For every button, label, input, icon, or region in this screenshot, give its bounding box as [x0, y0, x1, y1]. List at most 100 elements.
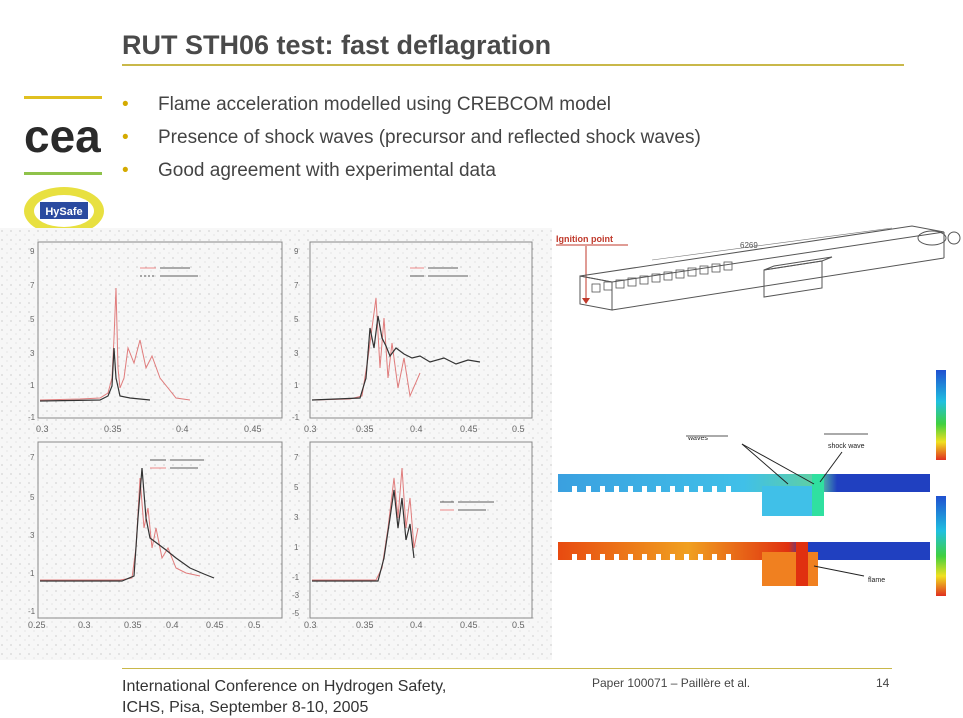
flame-front	[796, 542, 808, 586]
plot-frame	[309, 241, 533, 419]
footer-paper-ref: Paper 100071 – Paillère et al.	[592, 676, 751, 690]
plot-frame	[37, 441, 283, 619]
y-tick: -3	[292, 591, 300, 600]
hysafe-logo-text: HySafe	[45, 206, 82, 218]
series-experiment	[312, 489, 415, 582]
y-tick: 9	[30, 247, 35, 256]
y-tick: 9	[294, 247, 299, 256]
bullet-text: Flame acceleration modelled using CREBCO…	[158, 94, 612, 115]
x-tick: 0.4	[410, 424, 423, 434]
slide-title: RUT STH06 test: fast deflagration	[122, 30, 552, 60]
bullet-dot: •	[122, 127, 129, 148]
colorbar-top	[936, 370, 946, 460]
footer-conference-line1: International Conference on Hydrogen Saf…	[122, 678, 447, 695]
y-tick: 3	[294, 349, 299, 358]
y-tick: 5	[294, 315, 299, 324]
figure-texture	[0, 228, 552, 660]
x-tick: 0.3	[78, 620, 91, 630]
y-tick: -5	[292, 609, 300, 618]
hysafe-logo: HySafe	[24, 187, 104, 235]
pressure-plots-figure: 9 7 5 3 1 -1 0.3 0.35 0.4 0.45 9 7 5 3 1…	[0, 228, 552, 660]
bullet-list: • Flame acceleration modelled using CREBC…	[122, 88, 701, 187]
x-tick: 0.45	[460, 620, 478, 630]
tube-geometry-drawing: Ignition point 6269	[552, 218, 962, 338]
y-tick: 5	[30, 493, 35, 502]
footer-conference: International Conference on Hydrogen Saf…	[122, 676, 446, 718]
y-tick: 7	[294, 453, 299, 462]
y-tick: 7	[30, 453, 35, 462]
footer-conference-line2: ICHS, Pisa, September 8-10, 2005	[122, 699, 369, 716]
field-flame: flame	[558, 542, 930, 586]
x-tick: 0.3	[36, 424, 49, 434]
plot-bottom-right: 7 5 3 1 -1 -3 -5 0.3 0.35 0.4 0.45 0.5	[292, 441, 533, 630]
title-divider	[122, 64, 904, 66]
footer-divider	[122, 668, 892, 669]
series-experiment	[39, 347, 151, 402]
x-tick: 0.5	[248, 620, 261, 630]
y-tick: 5	[30, 315, 35, 324]
precursor-arrow-2	[741, 443, 815, 485]
x-tick: 0.4	[410, 620, 423, 630]
field-channel	[558, 542, 930, 560]
flame-arrow	[813, 565, 865, 577]
field-precursor: waves shock wave	[558, 433, 930, 516]
tube-end-cap	[947, 231, 961, 245]
y-tick: 7	[294, 281, 299, 290]
x-tick: 0.45	[206, 620, 224, 630]
y-tick: 3	[294, 513, 299, 522]
y-tick: 1	[30, 569, 35, 578]
ignition-label: Ignition point	[556, 234, 613, 244]
plot-bottom-left: 7 5 3 1 -1 0.25 0.3 0.35 0.4 0.45 0.5	[28, 441, 283, 630]
series-experiment	[311, 315, 481, 401]
box-chamber-top	[763, 256, 833, 271]
x-tick: 0.3	[304, 620, 317, 630]
cfd-field-snapshots: waves shock wave flame	[552, 366, 960, 600]
x-tick: 0.35	[356, 620, 374, 630]
obstacle-cells	[591, 261, 733, 293]
x-tick: 0.45	[244, 424, 262, 434]
precursor-label: waves	[687, 435, 708, 442]
y-tick: 1	[30, 381, 35, 390]
field-obstacles	[572, 554, 731, 560]
reflected-label: shock wave	[828, 443, 865, 450]
cea-logo: cea	[24, 110, 101, 162]
x-tick: 0.25	[28, 620, 46, 630]
plot-top-left: 9 7 5 3 1 -1 0.3 0.35 0.4 0.45	[28, 241, 283, 434]
hysafe-badge	[40, 202, 88, 219]
bullet-item: • Presence of shock waves (precursor and …	[122, 121, 701, 154]
x-tick: 0.45	[460, 424, 478, 434]
field-obstacles	[572, 486, 731, 492]
y-tick: 1	[294, 381, 299, 390]
cea-logo-text: cea	[24, 110, 101, 162]
series-calculation	[40, 477, 201, 581]
plot-frame	[37, 241, 283, 419]
x-tick: 0.3	[304, 424, 317, 434]
tube-end-circle	[917, 230, 947, 246]
x-tick: 0.35	[356, 424, 374, 434]
logo-top-rule	[24, 96, 102, 99]
series-calculation	[39, 287, 191, 401]
reflected-arrow	[819, 451, 843, 483]
logo-bottom-rule	[24, 172, 102, 175]
colorbar-bottom	[936, 496, 946, 596]
y-tick: -1	[292, 573, 300, 582]
page-number: 14	[876, 676, 890, 690]
y-tick: 5	[294, 483, 299, 492]
plot-top-right: 9 7 5 3 1 -1 0.3 0.35 0.4 0.45 0.5	[292, 241, 533, 434]
bullet-dot: •	[122, 160, 129, 181]
bullet-dot: •	[122, 94, 129, 115]
tube-bottom-edge	[611, 257, 945, 311]
x-tick: 0.35	[124, 620, 142, 630]
plot-frame	[309, 441, 533, 619]
x-tick: 0.35	[104, 424, 122, 434]
bullet-item: • Flame acceleration modelled using CREBC…	[122, 88, 701, 121]
y-tick: 1	[294, 543, 299, 552]
shock-front	[812, 474, 824, 516]
dimension-line	[651, 227, 893, 261]
x-tick: 0.5	[512, 424, 525, 434]
length-label: 6269	[740, 241, 758, 250]
x-tick: 0.4	[166, 620, 179, 630]
field-box	[762, 552, 818, 586]
bullet-text: Good agreement with experimental data	[158, 160, 496, 181]
geometry-background	[552, 218, 962, 338]
